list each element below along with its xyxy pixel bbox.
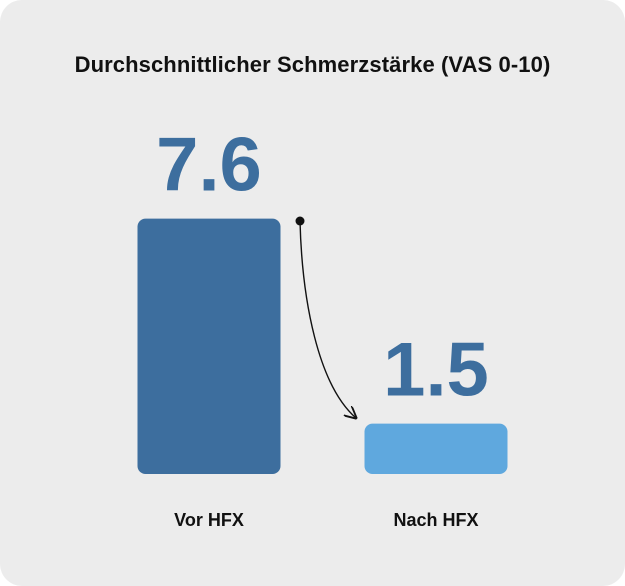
change-arrow (295, 216, 357, 419)
labels-layer: 7.6 Vor HFX 1.5 Nach HFX (156, 123, 489, 530)
bar-2 (364, 423, 508, 474)
category-label-2: Nach HFX (393, 510, 478, 530)
bar-1 (137, 218, 281, 474)
category-label-1: Vor HFX (174, 510, 244, 530)
value-label-1: 7.6 (156, 123, 262, 208)
chart-title: Durchschnittlicher Schmerzstärke (VAS 0-… (74, 52, 551, 77)
bars-layer (137, 218, 508, 474)
arrow-curve (299, 220, 356, 418)
value-label-2: 1.5 (383, 328, 489, 413)
